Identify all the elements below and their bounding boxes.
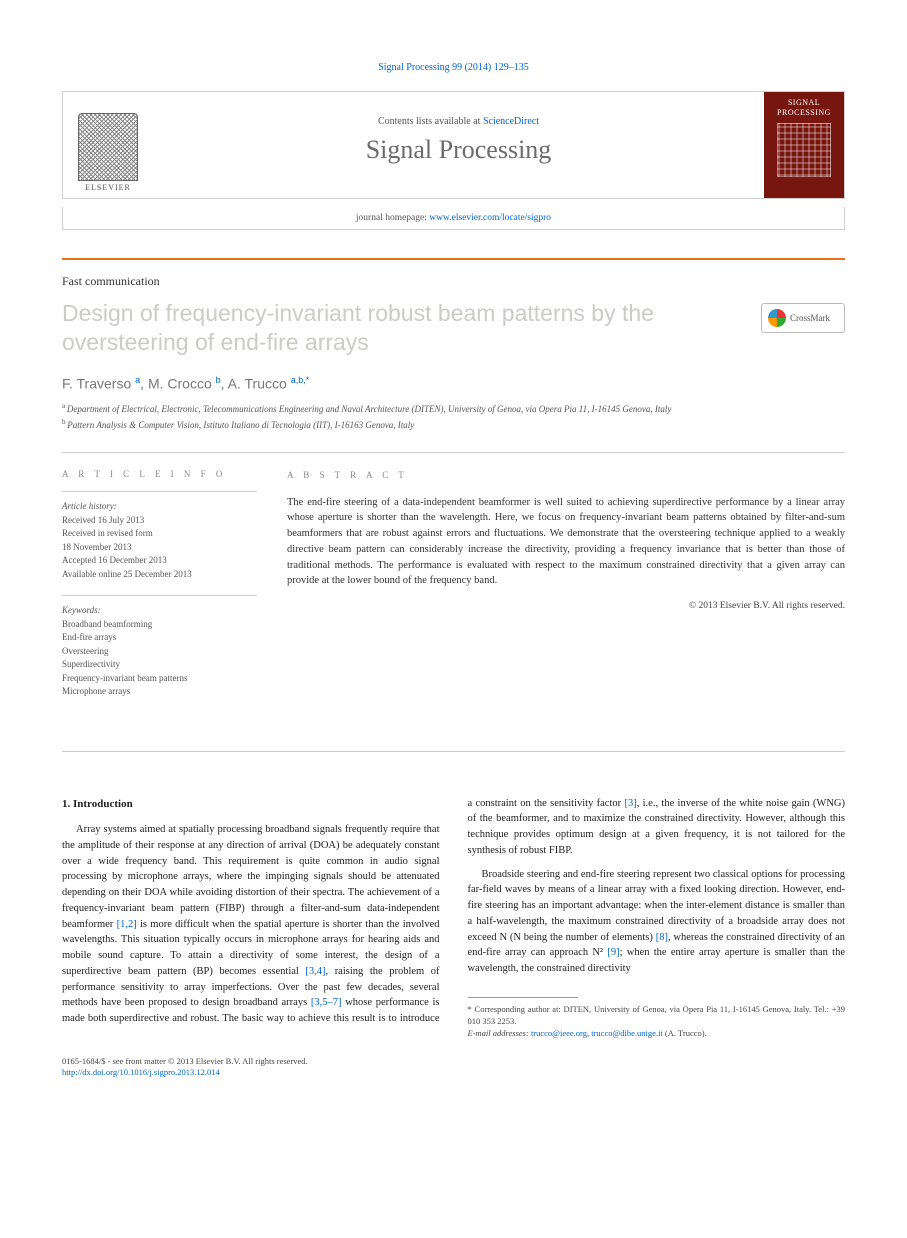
article-title: Design of frequency-invariant robust bea… [62,299,743,357]
email-line: E-mail addresses: trucco@ieee.org, trucc… [468,1028,846,1040]
affiliation-line: a Department of Electrical, Electronic, … [62,401,845,417]
keyword: Frequency-invariant beam patterns [62,673,187,683]
keyword: Broadband beamforming [62,619,152,629]
abstract-heading: A B S T R A C T [287,469,845,483]
author-name: A. Trucco [228,375,291,391]
body-text: Array systems aimed at spatially process… [62,824,440,930]
thin-divider [62,452,845,453]
citation-link[interactable]: [1,2] [117,919,137,930]
citation-link[interactable]: [9] [607,947,619,958]
email-link[interactable]: trucco@dibe.unige.it [591,1028,663,1038]
history-line: Accepted 16 December 2013 [62,555,167,565]
email-label: E-mail addresses: [468,1028,531,1038]
contents-available-line: Contents lists available at ScienceDirec… [378,116,539,127]
crossmark-badge[interactable]: CrossMark [761,303,845,333]
email-author: (A. Trucco). [663,1028,707,1038]
elsevier-logo: ELSEVIER [72,100,144,192]
affil-text: Pattern Analysis & Computer Vision, Isti… [67,420,414,430]
crossmark-icon [768,309,786,327]
journal-name: Signal Processing [366,135,552,165]
keywords-label: Keywords: [62,605,101,615]
footer-meta: 0165-1684/$ - see front matter © 2013 El… [62,1056,845,1080]
keyword: Microphone arrays [62,686,130,696]
issn-line: 0165-1684/$ - see front matter © 2013 El… [62,1056,845,1068]
article-history-block: Article history: Received 16 July 2013 Re… [62,491,257,581]
homepage-label: journal homepage: [356,213,429,223]
elsevier-tree-icon [78,113,138,181]
contents-text: Contents lists available at [378,116,483,127]
article-info-heading: A R T I C L E I N F O [62,469,257,479]
elsevier-logo-text: ELSEVIER [85,183,131,192]
header-citation: Signal Processing 99 (2014) 129–135 [62,62,845,73]
citation-link[interactable]: [3,5–7] [311,997,342,1008]
cover-art-icon [777,123,831,177]
history-label: Article history: [62,501,117,511]
section-divider-orange [62,258,845,260]
section-number: 1. [62,798,70,810]
abstract-column: A B S T R A C T The end-fire steering of… [287,469,845,713]
history-line: Received in revised form [62,528,153,538]
article-info-column: A R T I C L E I N F O Article history: R… [62,469,257,713]
abstract-copyright: © 2013 Elsevier B.V. All rights reserved… [287,599,845,613]
citation-link[interactable]: [8] [656,932,668,943]
history-line: Received 16 July 2013 [62,515,144,525]
doi-link[interactable]: http://dx.doi.org/10.1016/j.sigpro.2013.… [62,1067,220,1077]
citation-link[interactable]: [3] [624,798,636,809]
keyword: Oversteering [62,646,108,656]
email-link[interactable]: trucco@ieee.org [531,1028,587,1038]
body-paragraph: Broadside steering and end-fire steering… [468,867,846,977]
history-line: 18 November 2013 [62,542,132,552]
thin-divider [62,751,845,752]
body-two-columns: 1. Introduction Array systems aimed at s… [62,796,845,1040]
banner-center: Contents lists available at ScienceDirec… [153,92,764,198]
journal-homepage-bar: journal homepage: www.elsevier.com/locat… [62,207,845,230]
article-type: Fast communication [62,274,845,289]
author-name: F. Traverso [62,375,135,391]
citation-link[interactable]: [3,4] [305,966,325,977]
abstract-text: The end-fire steering of a data-independ… [287,495,845,590]
keywords-block: Keywords: Broadband beamforming End-fire … [62,595,257,699]
footnote-divider [468,997,578,998]
homepage-link[interactable]: www.elsevier.com/locate/sigpro [429,213,551,223]
affiliation-line: b Pattern Analysis & Computer Vision, Is… [62,417,845,433]
journal-cover-thumb: SIGNAL PROCESSING [764,92,844,198]
author-affil-marker: a,b,* [291,375,310,385]
author-list: F. Traverso a, M. Crocco b, A. Trucco a,… [62,375,845,392]
publisher-logo-box: ELSEVIER [63,92,153,198]
sciencedirect-link[interactable]: ScienceDirect [483,116,539,127]
citation-link[interactable]: Signal Processing 99 (2014) 129–135 [378,62,529,73]
cover-title-text: SIGNAL PROCESSING [768,98,840,117]
keyword: End-fire arrays [62,632,116,642]
affil-text: Department of Electrical, Electronic, Te… [67,404,671,414]
crossmark-label: CrossMark [790,313,830,323]
history-line: Available online 25 December 2013 [62,569,192,579]
section-heading: 1. Introduction [62,796,440,813]
section-title: Introduction [73,798,133,810]
keyword: Superdirectivity [62,659,120,669]
corresponding-author-note: * Corresponding author at: DITEN, Univer… [468,1004,846,1028]
footnotes: * Corresponding author at: DITEN, Univer… [468,1004,846,1040]
journal-banner: ELSEVIER Contents lists available at Sci… [62,91,845,199]
affiliations: a Department of Electrical, Electronic, … [62,401,845,432]
author-name: M. Crocco [148,375,216,391]
